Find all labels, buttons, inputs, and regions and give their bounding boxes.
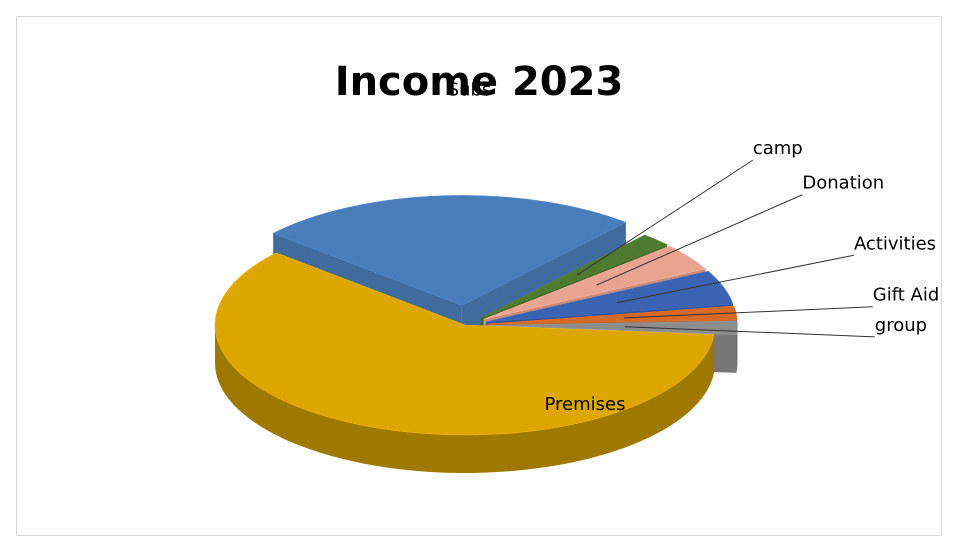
slice-label-premises: Premises [545,394,626,415]
slice-label-gift-aid: Gift Aid [873,285,940,306]
slice-top-face [272,195,627,306]
slice-label-donation: Donation [802,173,884,194]
leader-line-donation [596,194,803,286]
slice-label-camp: camp [753,138,803,159]
slices-layer [214,195,738,474]
leader-line-camp [577,159,754,276]
leader-line-group [624,326,875,338]
slice-top-face [487,320,738,336]
pie-slice-premises [214,252,715,474]
slice-top-face [483,245,707,320]
slice-label-subs: Subs [448,80,492,101]
slice-label-activities: Activities [854,233,936,254]
slice-outer-wall [736,325,738,373]
slice-top-face [214,252,715,436]
slice-outer-wall [214,325,715,474]
pie-chart: Premises Subs camp Donation Activities Gift A… [214,80,940,474]
labels-layer: Premises Subs camp Donation Activities Gift A… [448,80,940,415]
chart-title: Income 2023 [334,59,624,105]
slice-label-group: group [875,315,927,336]
slice-top-face [480,234,668,319]
slice-top-face [486,270,734,323]
leader-line-activities [616,254,855,304]
leader-line-gift-aid [624,306,873,319]
